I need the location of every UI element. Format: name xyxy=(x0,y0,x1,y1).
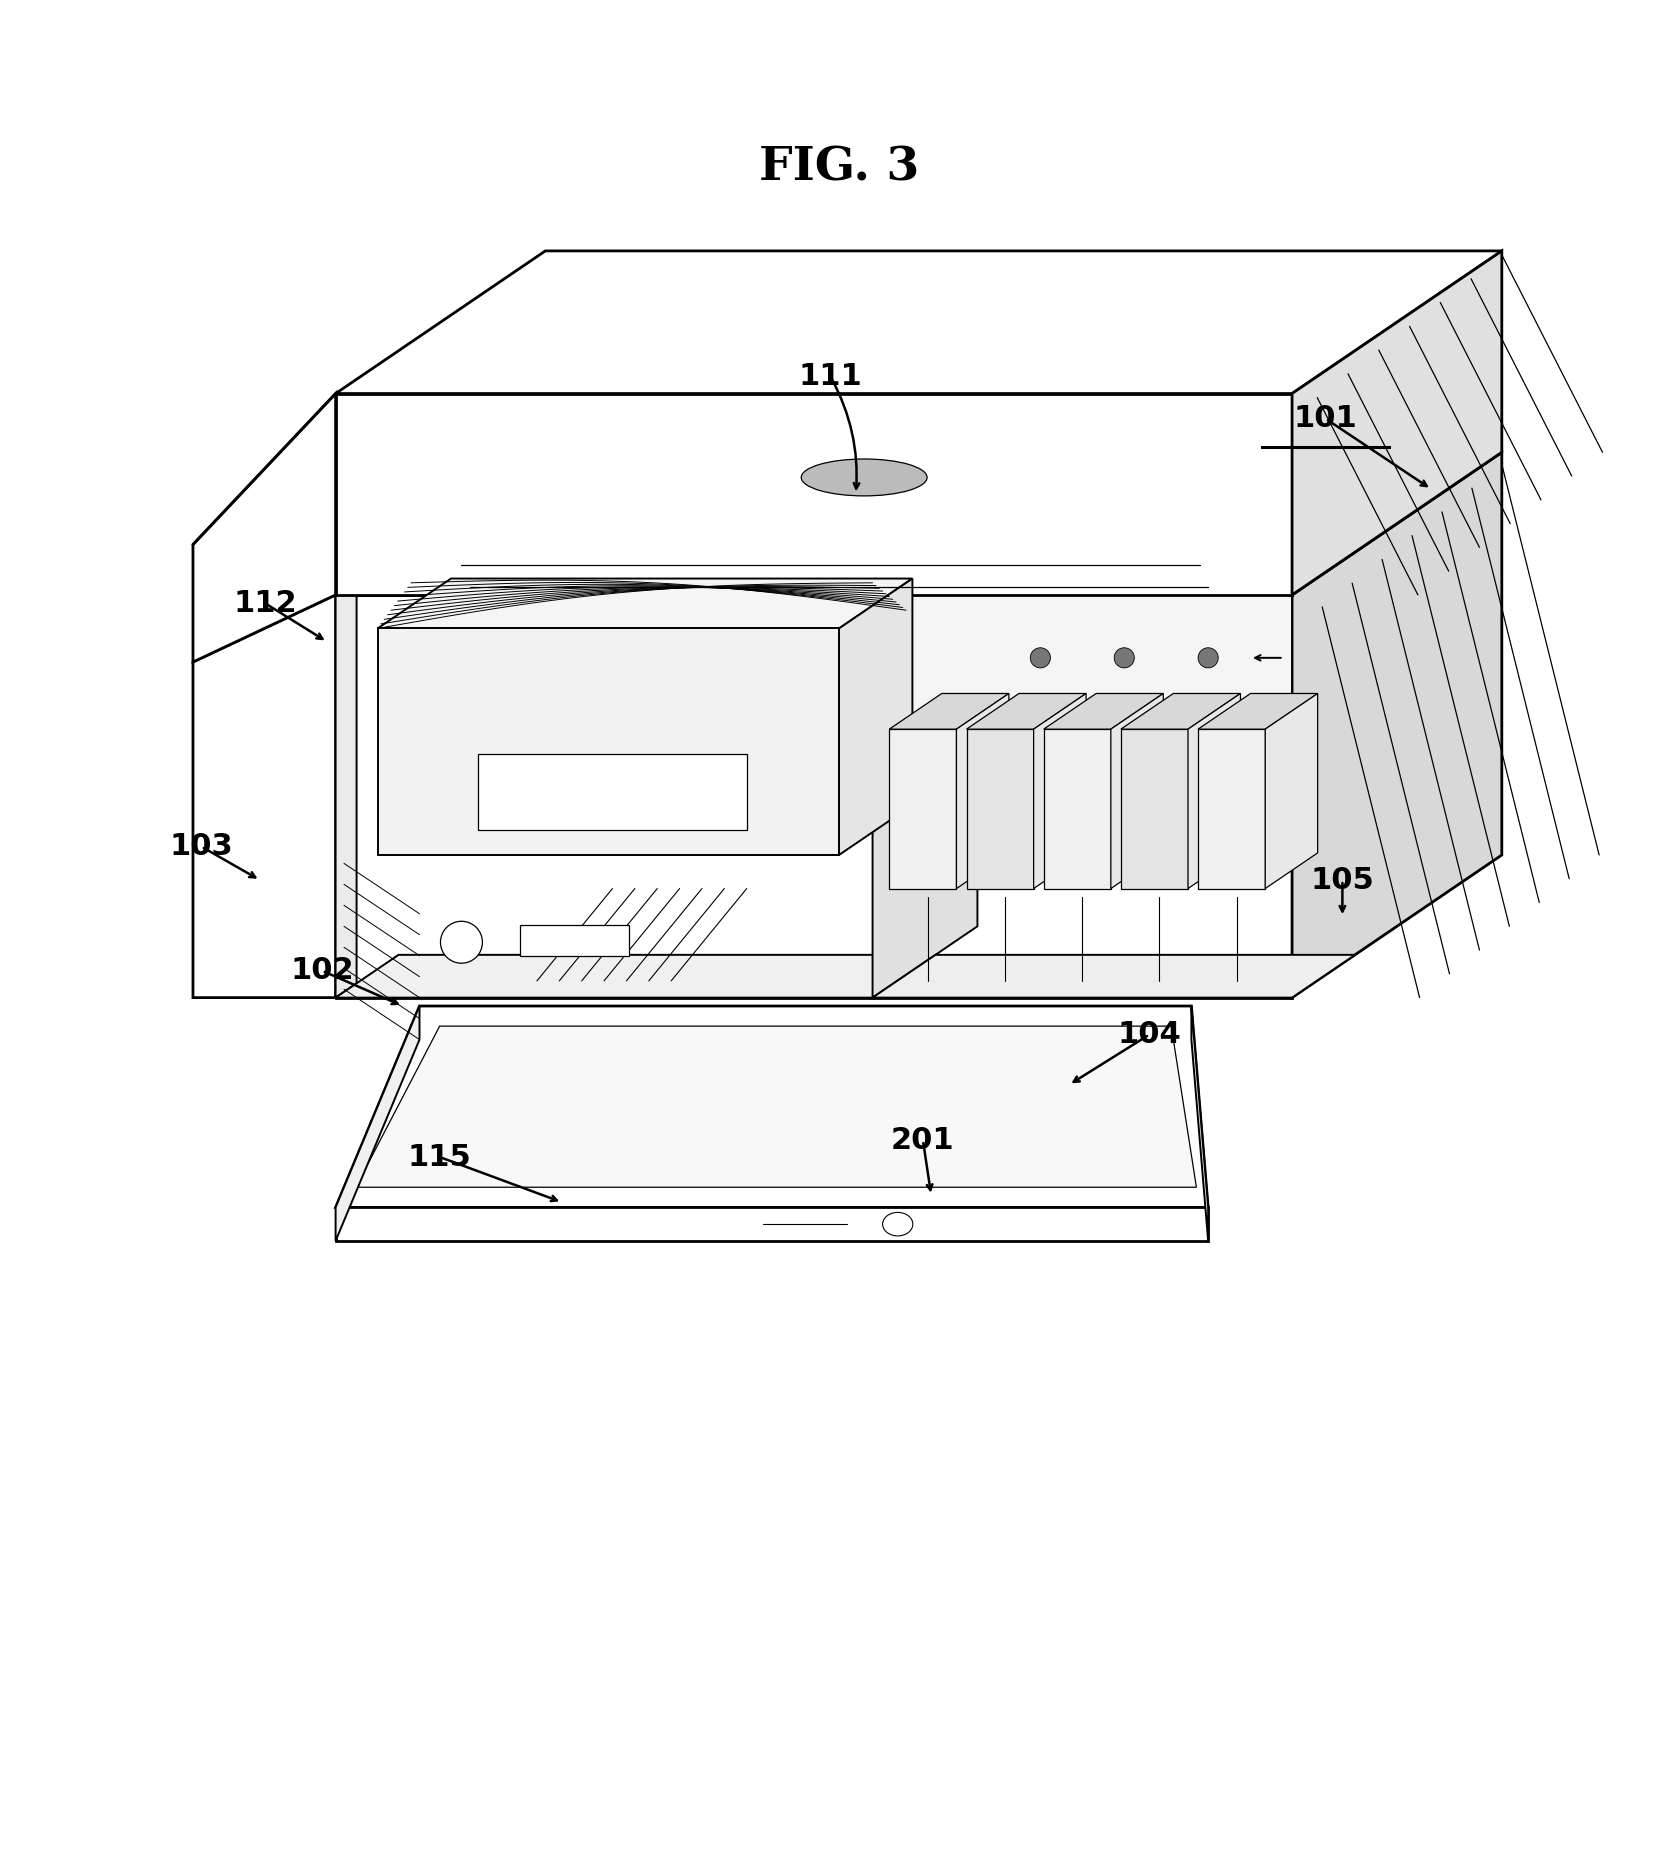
Ellipse shape xyxy=(1030,648,1050,668)
Ellipse shape xyxy=(883,1212,913,1236)
Polygon shape xyxy=(873,955,1354,997)
Polygon shape xyxy=(1121,730,1188,888)
Polygon shape xyxy=(873,523,977,997)
Ellipse shape xyxy=(1198,648,1218,668)
Polygon shape xyxy=(1198,694,1317,730)
Ellipse shape xyxy=(1114,648,1134,668)
Polygon shape xyxy=(1034,694,1086,888)
Polygon shape xyxy=(336,955,936,997)
Ellipse shape xyxy=(802,460,928,495)
Polygon shape xyxy=(1044,694,1163,730)
Polygon shape xyxy=(1188,694,1240,888)
Polygon shape xyxy=(336,538,956,596)
Polygon shape xyxy=(336,1007,1208,1208)
Polygon shape xyxy=(193,393,336,663)
Polygon shape xyxy=(193,596,336,997)
Polygon shape xyxy=(1292,452,1502,997)
Polygon shape xyxy=(1292,251,1502,596)
Polygon shape xyxy=(956,694,1008,888)
Polygon shape xyxy=(520,925,629,957)
Polygon shape xyxy=(478,754,747,830)
Text: 112: 112 xyxy=(233,588,297,618)
Polygon shape xyxy=(378,579,913,629)
Text: FIG. 3: FIG. 3 xyxy=(758,143,920,190)
Polygon shape xyxy=(336,393,1292,596)
Polygon shape xyxy=(336,452,1502,596)
Text: 103: 103 xyxy=(169,832,233,862)
Text: 104: 104 xyxy=(1118,1020,1181,1050)
Polygon shape xyxy=(839,579,913,854)
Polygon shape xyxy=(356,1025,1196,1187)
Polygon shape xyxy=(889,694,1008,730)
Text: 111: 111 xyxy=(799,363,862,391)
Polygon shape xyxy=(967,730,1034,888)
Ellipse shape xyxy=(440,921,483,964)
Polygon shape xyxy=(1198,730,1265,888)
Polygon shape xyxy=(336,1007,420,1241)
Text: 105: 105 xyxy=(1311,865,1374,895)
Polygon shape xyxy=(873,596,1292,720)
Text: 115: 115 xyxy=(408,1143,472,1172)
Polygon shape xyxy=(1121,694,1240,730)
Text: 102: 102 xyxy=(290,957,354,984)
Polygon shape xyxy=(1265,694,1317,888)
Polygon shape xyxy=(336,581,357,997)
Polygon shape xyxy=(336,596,1292,997)
Polygon shape xyxy=(873,538,1376,596)
Polygon shape xyxy=(378,629,839,854)
Polygon shape xyxy=(1191,1007,1208,1241)
Polygon shape xyxy=(967,694,1086,730)
Text: 201: 201 xyxy=(891,1126,955,1154)
Polygon shape xyxy=(1044,730,1111,888)
Polygon shape xyxy=(889,730,956,888)
Text: 101: 101 xyxy=(1294,404,1358,434)
Polygon shape xyxy=(1111,694,1163,888)
Polygon shape xyxy=(336,1208,1208,1241)
Polygon shape xyxy=(336,251,1502,393)
